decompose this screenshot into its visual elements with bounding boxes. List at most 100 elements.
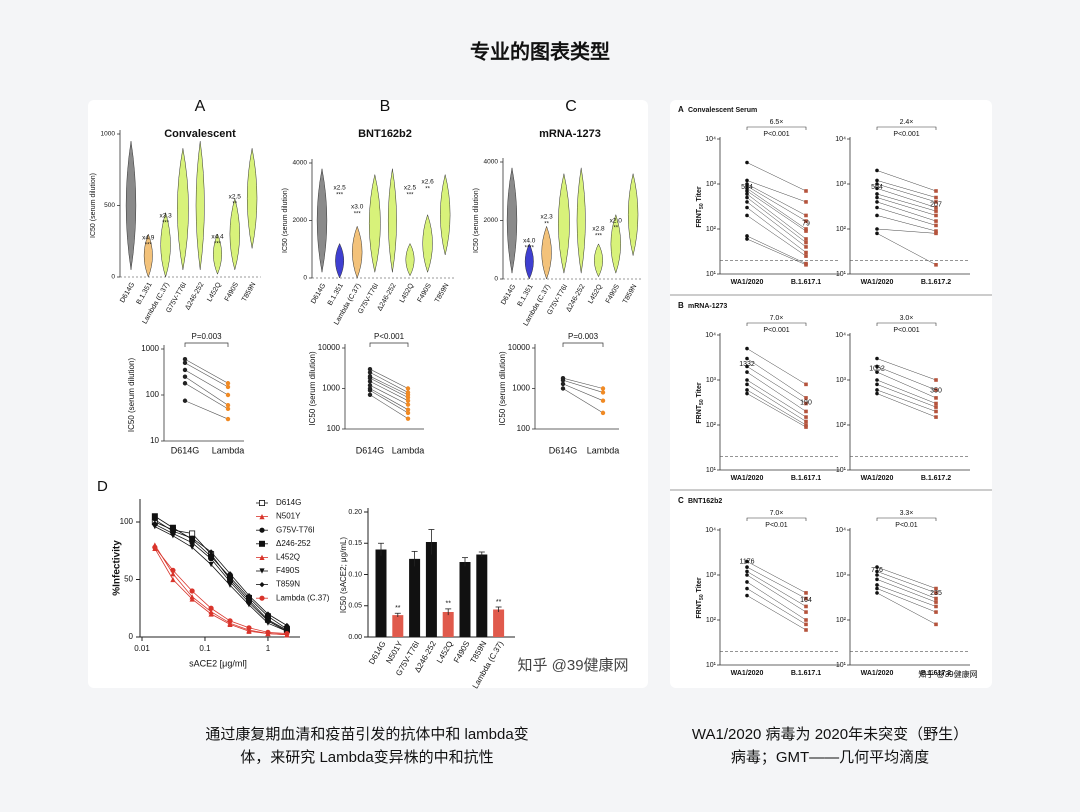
pair-line: [746, 358, 807, 399]
y-tick-label: 10²: [706, 422, 717, 429]
y-tick-label: 10³: [836, 572, 847, 579]
y-tick-label: 4000: [484, 159, 499, 166]
p-value: P<0.001: [893, 327, 919, 334]
legend-marker: [258, 499, 265, 506]
violin: [506, 167, 518, 274]
point: [804, 423, 808, 427]
y-axis-label-part: 50: [699, 399, 705, 405]
y-tick-label: 0.00: [348, 634, 362, 641]
point: [804, 189, 808, 193]
y-tick-label: 500: [104, 202, 115, 209]
pair-line: [876, 584, 937, 607]
fold-label: 7.0×: [770, 510, 784, 517]
violin: [387, 168, 397, 273]
pair-line: [184, 369, 229, 396]
pair-line: [746, 201, 807, 248]
point: [934, 223, 938, 228]
y-tick-label: 100: [146, 390, 160, 399]
y-axis-label-part: FRNT: [696, 404, 703, 423]
point: [225, 392, 231, 398]
y-tick-label: 0: [303, 275, 307, 282]
marker: [189, 596, 195, 602]
point: [875, 388, 879, 392]
point: [405, 398, 411, 403]
point: [875, 382, 879, 387]
panel-letter: A: [195, 98, 206, 115]
point: [745, 200, 749, 204]
point: [804, 610, 808, 614]
pair-line: [746, 379, 807, 418]
pair-line: [746, 180, 807, 203]
fold-label: 3.0×: [900, 315, 914, 322]
y-axis-label: IC50 (sACE2; μg/mL): [339, 537, 348, 614]
point: [225, 403, 231, 408]
y-tick-label: 10: [150, 436, 159, 445]
caption: WA1/2020 病毒为 2020年未突变（野生）: [692, 726, 968, 743]
y-axis-label: IC50 (serum dilution): [308, 351, 317, 426]
marker: [189, 530, 196, 537]
pair-line: [876, 207, 937, 226]
point: [745, 205, 749, 210]
point: [367, 370, 373, 375]
point: [804, 263, 808, 267]
gmt-label: 1332: [739, 361, 755, 368]
legend-label: T859N: [276, 580, 300, 589]
legend-marker: [259, 514, 265, 520]
y-tick-label: 100: [517, 424, 531, 433]
gmt-label: 350: [930, 387, 942, 394]
bracket: [562, 342, 604, 347]
legend-marker: [259, 554, 265, 560]
pair-line: [746, 561, 807, 594]
marker: [189, 535, 195, 541]
marker: [265, 611, 271, 617]
fold-label: x2.0: [610, 218, 623, 225]
pair-line: [369, 394, 409, 419]
panel-title: BNT162b2: [358, 128, 412, 140]
point: [560, 386, 566, 391]
point: [934, 209, 938, 213]
y-tick-label: 1000: [101, 131, 116, 138]
pair-line: [876, 358, 937, 381]
pair-line: [746, 384, 807, 422]
caption: 体，来研究 Lambda变异株的中和抗性: [240, 749, 493, 766]
y-tick-label: 10⁴: [705, 136, 716, 143]
marker: [246, 625, 252, 631]
pair-line: [746, 188, 807, 230]
fold-label: x2.5: [229, 194, 242, 201]
point: [875, 205, 879, 210]
fold-label: x4.4: [211, 234, 224, 241]
y-tick-label: 100: [120, 517, 134, 526]
point: [934, 596, 938, 601]
point: [367, 379, 373, 384]
legend-marker: [259, 595, 265, 601]
bracket: [876, 517, 937, 521]
gmt-label: 1176: [739, 559, 754, 566]
point: [182, 367, 188, 373]
point: [934, 200, 938, 204]
marker: [227, 621, 233, 627]
significance: ***: [406, 193, 414, 199]
point: [804, 245, 808, 249]
point: [934, 263, 938, 267]
marker: [246, 628, 252, 634]
y-axis-label: IC50 (serum dilution): [282, 188, 289, 253]
significance: ***: [595, 234, 603, 240]
pair-line: [876, 574, 937, 599]
pair-line: [369, 381, 409, 401]
violin: [335, 242, 345, 279]
category-label: B.1.617.2: [921, 670, 951, 677]
point: [875, 391, 879, 396]
legend-label: N501Y: [276, 512, 301, 521]
pair-line: [746, 207, 807, 253]
pair-line: [184, 362, 229, 388]
y-tick-label: 10⁴: [835, 332, 846, 339]
point: [745, 378, 749, 382]
point: [560, 378, 566, 383]
caption: 通过康复期血清和疫苗引发的抗体中和 lambda变: [205, 725, 528, 743]
point: [934, 229, 938, 233]
point: [745, 356, 749, 361]
point: [875, 583, 879, 587]
marker: [152, 524, 158, 530]
violin: [524, 243, 534, 280]
pair-line: [876, 233, 937, 266]
